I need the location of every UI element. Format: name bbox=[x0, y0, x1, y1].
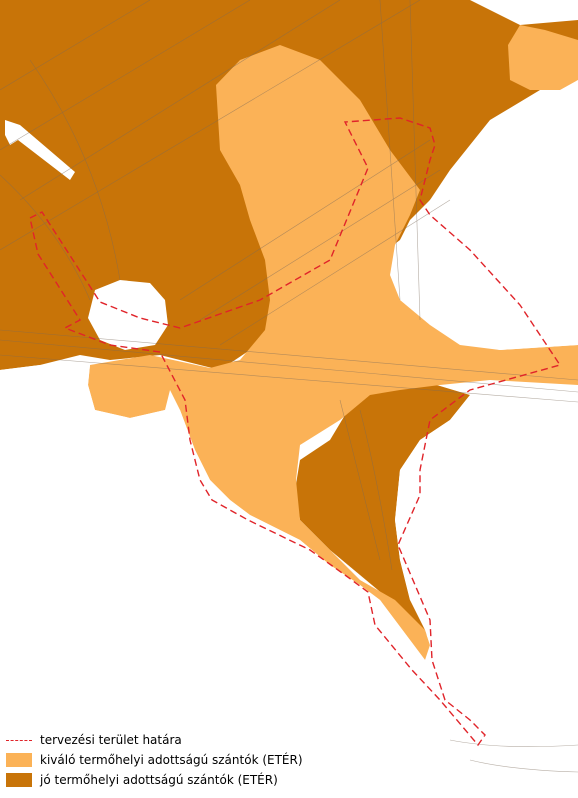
map-legend: tervezési terület határa kiváló termőhel… bbox=[6, 730, 303, 790]
white-area-southeast bbox=[395, 385, 578, 798]
legend-label-boundary: tervezési terület határa bbox=[40, 733, 182, 747]
good-soil-area-middle bbox=[295, 380, 470, 640]
white-pond bbox=[88, 280, 168, 350]
planning-boundary-line bbox=[29, 117, 562, 747]
white-strip-west bbox=[5, 120, 75, 180]
excellent-soil-area-main bbox=[88, 45, 578, 660]
legend-item-excellent: kiváló termőhelyi adottságú szántók (ETÉ… bbox=[6, 750, 303, 770]
legend-item-good: jó termőhelyi adottságú szántók (ETÉR) bbox=[6, 770, 303, 790]
light-orange-swatch-icon bbox=[6, 753, 32, 767]
excellent-soil-area-topright bbox=[508, 25, 578, 90]
white-area-east bbox=[395, 80, 578, 350]
legend-label-excellent: kiváló termőhelyi adottságú szántók (ETÉ… bbox=[40, 753, 303, 767]
white-area-south bbox=[0, 365, 470, 798]
legend-label-good: jó termőhelyi adottságú szántók (ETÉR) bbox=[40, 773, 278, 787]
parcel-lines bbox=[0, 0, 578, 773]
dark-orange-swatch-icon bbox=[6, 773, 32, 787]
legend-item-boundary: tervezési terület határa bbox=[6, 730, 303, 750]
dashed-red-line-icon bbox=[6, 733, 32, 747]
